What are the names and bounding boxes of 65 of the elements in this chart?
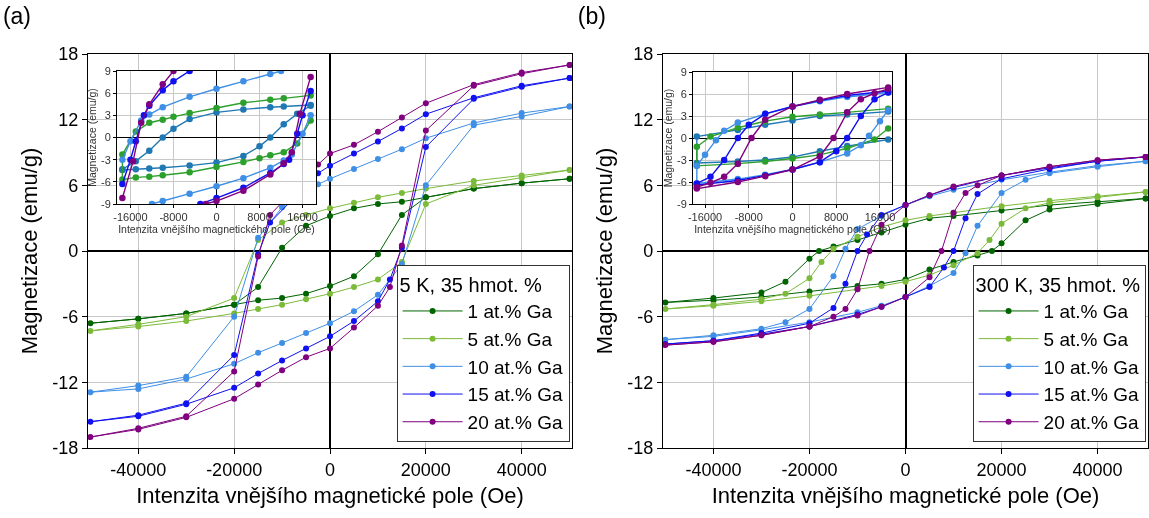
y-tick-label: 6 xyxy=(68,175,79,196)
x-tick-label: 20000 xyxy=(976,459,1027,480)
legend-label: 10 at.% Ga xyxy=(467,356,564,378)
y-tick-label: -12 xyxy=(52,372,79,393)
y-tick-label: 3 xyxy=(680,109,687,122)
y-tick-label: 18 xyxy=(58,44,79,65)
y-tick-label: 0 xyxy=(104,131,111,144)
y-tick-label: -9 xyxy=(677,197,687,210)
legend-label: 15 at.% Ga xyxy=(467,384,564,406)
chart-title: (b) xyxy=(577,2,606,29)
y-tick-label: 18 xyxy=(633,44,654,65)
y-tick-label: -6 xyxy=(62,306,79,327)
y-tick-label: 9 xyxy=(104,64,111,77)
y-tick-label: -3 xyxy=(101,153,111,166)
legend-label: 20 at.% Ga xyxy=(1043,412,1140,434)
x-tick-label: 40000 xyxy=(496,459,547,480)
legend-label: 1 at.% Ga xyxy=(467,301,553,323)
y-tick-label: 3 xyxy=(104,109,111,122)
x-tick-label: 8000 xyxy=(824,211,849,224)
x-tick-label: 0 xyxy=(900,459,911,480)
y-axis-title: Magnetizace (emu/g) xyxy=(661,88,674,188)
chart-title: (a) xyxy=(2,2,31,29)
x-tick-label: -20000 xyxy=(206,459,263,480)
y-tick-label: -6 xyxy=(637,306,654,327)
x-axis-title: Intenzita vnějšího magnetické pole (Oe) xyxy=(136,482,524,508)
x-tick-label: -8000 xyxy=(159,211,188,224)
y-tick-label: -3 xyxy=(677,153,687,166)
y-tick-label: 12 xyxy=(58,109,79,130)
x-tick-label: -16000 xyxy=(113,211,148,224)
x-tick-label: 0 xyxy=(789,211,796,224)
y-tick-label: 6 xyxy=(680,87,687,100)
y-tick-label: 0 xyxy=(680,131,687,144)
legend-title: 5 K, 35 hmot. % xyxy=(399,274,543,297)
legend-label: 10 at.% Ga xyxy=(1043,356,1140,378)
x-tick-label: 0 xyxy=(213,211,220,224)
legend-label: 5 at.% Ga xyxy=(467,329,553,351)
y-axis-title: Magnetizace (emu/g) xyxy=(85,88,98,187)
y-tick-label: 0 xyxy=(68,241,79,262)
y-tick-label: -12 xyxy=(627,372,654,393)
y-tick-label: -6 xyxy=(677,175,687,188)
x-tick-label: -20000 xyxy=(781,459,838,480)
y-tick-label: 12 xyxy=(633,109,654,130)
y-tick-label: -18 xyxy=(627,438,654,459)
x-tick-label: 0 xyxy=(324,459,336,480)
x-tick-label: -8000 xyxy=(734,211,763,224)
legend-label: 20 at.% Ga xyxy=(467,412,564,434)
y-tick-label: 6 xyxy=(104,87,111,100)
y-tick-label: -9 xyxy=(101,197,111,210)
legend-title: 300 K, 35 hmot. % xyxy=(975,274,1141,297)
legend-label: 1 at.% Ga xyxy=(1043,301,1129,323)
y-tick-label: -18 xyxy=(52,438,79,459)
x-tick-label: -16000 xyxy=(687,211,723,224)
y-tick-label: -6 xyxy=(101,175,111,188)
y-axis-title: Magnetizace (emu/g) xyxy=(17,147,43,355)
legend-label: 15 at.% Ga xyxy=(1043,384,1140,406)
x-axis-title: Intenzita vnějšího magnetické pole (Oe) xyxy=(711,482,1100,508)
y-tick-label: 9 xyxy=(680,65,687,78)
x-tick-label: -40000 xyxy=(110,459,167,480)
legend-label: 5 at.% Ga xyxy=(1043,329,1129,351)
y-tick-label: 6 xyxy=(643,175,654,196)
x-tick-label: 20000 xyxy=(400,459,451,480)
x-tick-label: -40000 xyxy=(685,459,742,480)
x-tick-label: 40000 xyxy=(1072,459,1123,480)
y-tick-label: 0 xyxy=(643,241,654,262)
y-axis-title: Magnetizace (emu/g) xyxy=(592,147,618,355)
